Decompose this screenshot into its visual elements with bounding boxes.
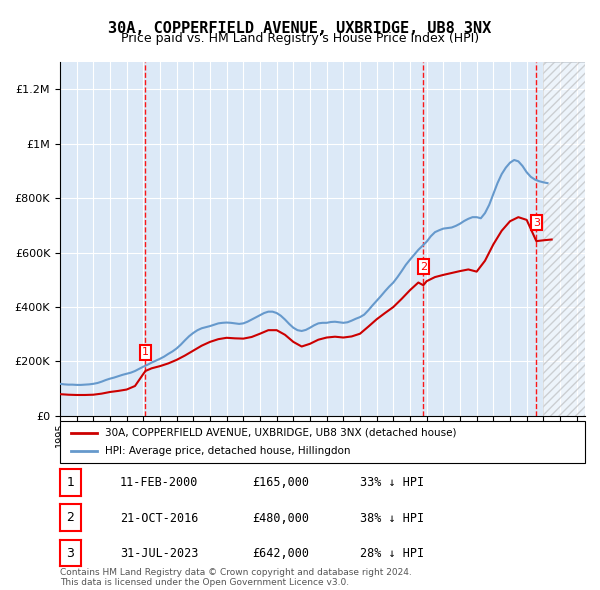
Text: 30A, COPPERFIELD AVENUE, UXBRIDGE, UB8 3NX (detached house): 30A, COPPERFIELD AVENUE, UXBRIDGE, UB8 3… [104,428,456,438]
Text: 38% ↓ HPI: 38% ↓ HPI [360,512,424,525]
Text: £480,000: £480,000 [252,512,309,525]
Text: 2: 2 [67,511,74,525]
Text: 2: 2 [420,261,427,271]
Text: £642,000: £642,000 [252,547,309,560]
Text: 28% ↓ HPI: 28% ↓ HPI [360,547,424,560]
Text: Contains HM Land Registry data © Crown copyright and database right 2024.
This d: Contains HM Land Registry data © Crown c… [60,568,412,587]
Text: 30A, COPPERFIELD AVENUE, UXBRIDGE, UB8 3NX: 30A, COPPERFIELD AVENUE, UXBRIDGE, UB8 3… [109,21,491,35]
Text: 3: 3 [533,218,540,228]
Text: 21-OCT-2016: 21-OCT-2016 [120,512,199,525]
Text: Price paid vs. HM Land Registry's House Price Index (HPI): Price paid vs. HM Land Registry's House … [121,32,479,45]
Text: 1: 1 [142,348,149,358]
Text: 31-JUL-2023: 31-JUL-2023 [120,547,199,560]
Text: 3: 3 [67,546,74,560]
Text: HPI: Average price, detached house, Hillingdon: HPI: Average price, detached house, Hill… [104,446,350,456]
Text: £165,000: £165,000 [252,476,309,489]
Text: 11-FEB-2000: 11-FEB-2000 [120,476,199,489]
Bar [544,62,585,416]
Text: 1: 1 [67,476,74,489]
FancyBboxPatch shape [60,421,585,463]
Text: 33% ↓ HPI: 33% ↓ HPI [360,476,424,489]
